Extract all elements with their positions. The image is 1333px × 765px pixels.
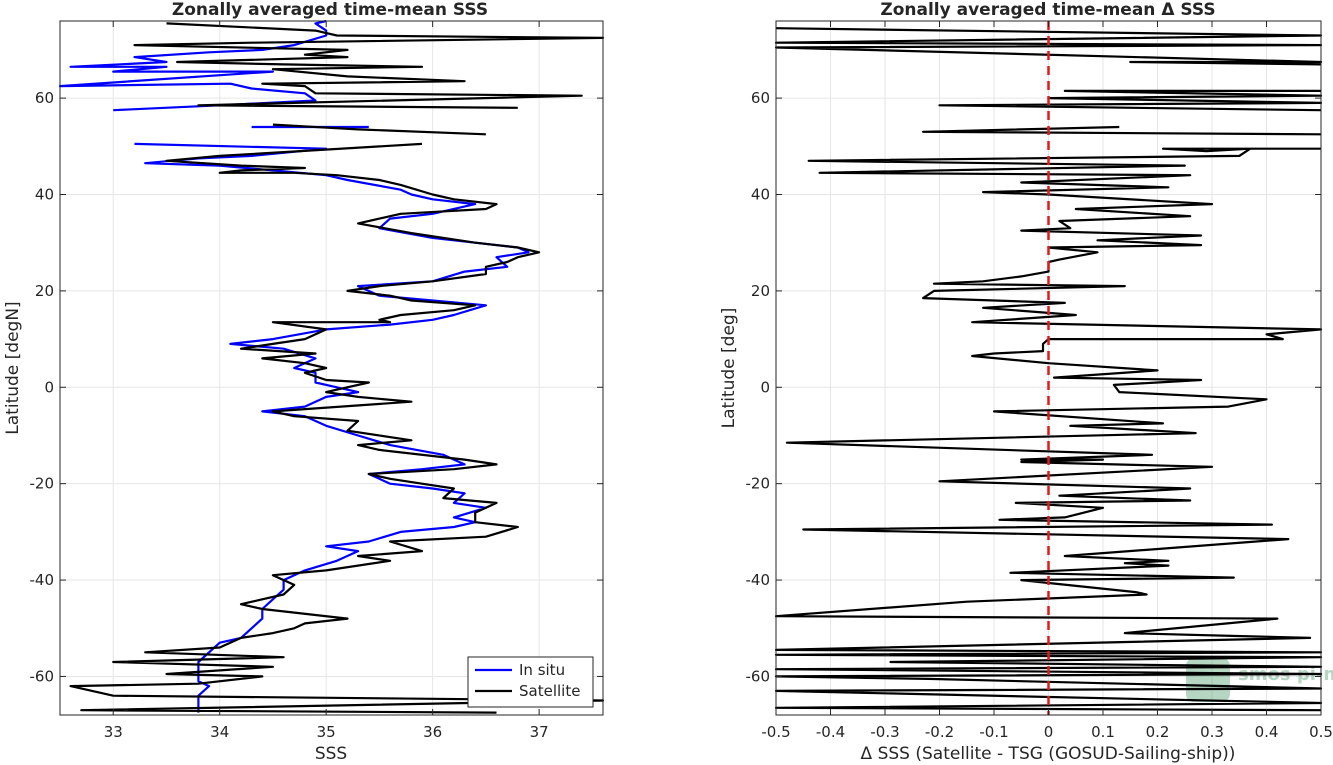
left-series-group xyxy=(58,19,605,714)
legend: In situ Satellite xyxy=(467,656,594,708)
left-chart-title: Zonally averaged time-mean SSS xyxy=(172,0,488,20)
right-x-tick-label: 0.5 xyxy=(1309,723,1333,741)
right-y-tick-label: 60 xyxy=(751,89,770,107)
right-y-tick-label: 0 xyxy=(760,378,770,396)
left-y-tick-label: -40 xyxy=(30,571,55,589)
left-y-axis-label: Latitude [degN] xyxy=(3,301,23,434)
right-x-tick-label: 0.1 xyxy=(1091,723,1115,741)
right-x-axis-label: Δ SSS (Satellite - TSG (GOSUD-Sailing-sh… xyxy=(861,744,1236,764)
left-y-tick-label: 40 xyxy=(35,186,54,204)
left-x-tick-label: 35 xyxy=(317,723,336,741)
left-x-tick-label: 33 xyxy=(104,723,123,741)
left-y-tick-label: 0 xyxy=(44,378,54,396)
right-x-tick-label: 0.3 xyxy=(1200,723,1224,741)
right-y-tick-label: -40 xyxy=(746,571,771,589)
left-chart: Zonally averaged time-mean SSS 33 34 35 36 3… xyxy=(3,0,605,764)
right-x-tick-label: -0.4 xyxy=(816,723,845,741)
right-x-tick-label: 0.2 xyxy=(1146,723,1170,741)
right-x-tick-label: 0 xyxy=(1044,723,1054,741)
right-ticks: -0.5 -0.4 -0.3 -0.2 -0.1 0 0.1 0.2 0.3 0.4 0.5 -60 -… xyxy=(746,21,1333,741)
left-series-satellite xyxy=(69,22,605,714)
right-y-tick-label: 20 xyxy=(751,282,770,300)
left-x-axis-label: SSS xyxy=(315,744,347,764)
left-grid xyxy=(60,21,603,715)
watermark-logo-shape xyxy=(1186,658,1230,702)
left-y-tick-label: 60 xyxy=(35,89,54,107)
left-y-tick-label: -20 xyxy=(30,475,55,493)
right-y-axis-label: Latitude [deg] xyxy=(719,308,739,429)
right-x-tick-label: -0.1 xyxy=(979,723,1008,741)
left-y-tick-label: -60 xyxy=(30,667,55,685)
left-plot-frame xyxy=(59,20,604,716)
left-ticks: 33 34 35 36 37 -60 -40 -20 0 20 40 60 xyxy=(30,21,603,741)
right-series-group xyxy=(774,27,1323,712)
right-y-tick-label: -60 xyxy=(746,667,771,685)
left-x-tick-label: 34 xyxy=(210,723,229,741)
right-series-delta-sss xyxy=(774,27,1323,712)
left-x-tick-label: 36 xyxy=(423,723,442,741)
right-x-tick-label: 0.4 xyxy=(1255,723,1279,741)
left-x-tick-label: 37 xyxy=(530,723,549,741)
right-x-tick-label: -0.5 xyxy=(761,723,790,741)
right-x-tick-label: -0.3 xyxy=(870,723,899,741)
right-y-tick-label: -20 xyxy=(746,475,771,493)
right-chart: Zonally averaged time-mean Δ SSS smos pi… xyxy=(719,0,1333,764)
right-chart-title: Zonally averaged time-mean Δ SSS xyxy=(880,0,1215,20)
right-x-tick-label: -0.2 xyxy=(925,723,954,741)
legend-box xyxy=(467,656,594,708)
legend-label-in-situ: In situ xyxy=(519,661,565,679)
right-y-tick-label: 40 xyxy=(751,186,770,204)
left-y-tick-label: 20 xyxy=(35,282,54,300)
legend-label-satellite: Satellite xyxy=(519,682,580,700)
